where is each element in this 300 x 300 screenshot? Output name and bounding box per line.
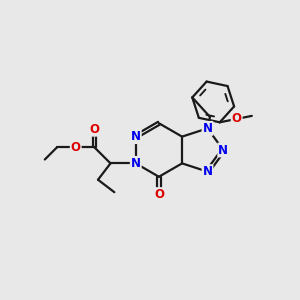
Text: O: O — [232, 112, 242, 125]
Text: N: N — [202, 165, 212, 178]
Text: O: O — [71, 140, 81, 154]
Text: O: O — [154, 188, 164, 201]
Text: N: N — [131, 130, 141, 143]
Text: O: O — [89, 123, 99, 136]
Text: N: N — [218, 143, 228, 157]
Text: N: N — [202, 122, 212, 135]
Text: N: N — [131, 157, 141, 170]
